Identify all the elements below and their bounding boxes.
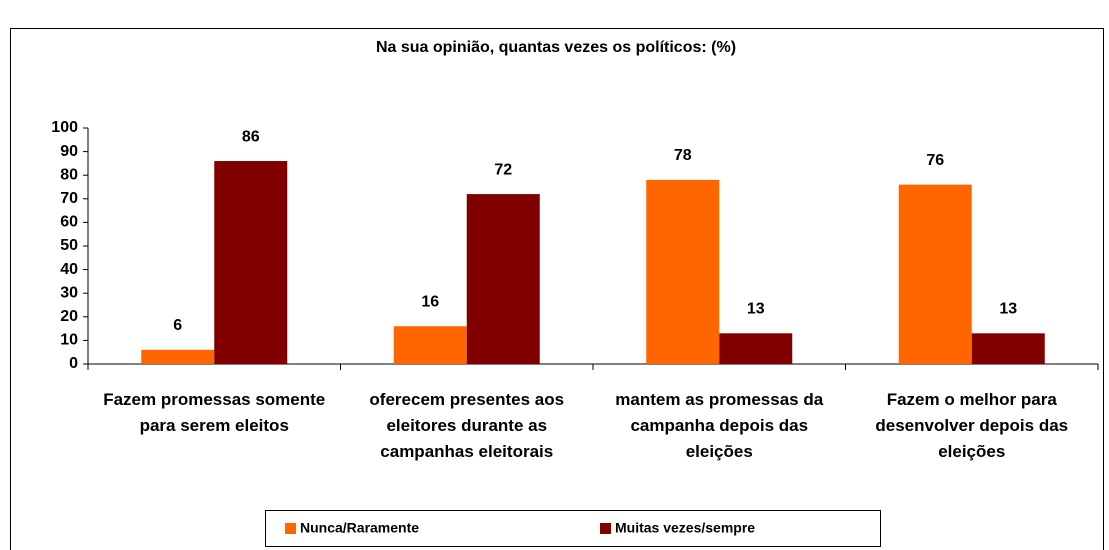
y-tick-label: 60 [60,214,78,231]
y-tick-label: 20 [60,308,78,325]
y-tick-label: 30 [60,284,78,301]
x-tick-label: Fazem promessas somente para serem eleit… [103,390,326,435]
y-tick-label: 80 [60,166,78,183]
data-label: 16 [421,293,439,310]
bar [141,349,215,364]
legend-label: Nunca/Raramente [300,520,419,536]
x-tick-label: Fazem o melhor para desenvolver depois d… [875,390,1069,461]
bar [971,333,1045,364]
chart-title: Na sua opinião, quantas vezes os polític… [376,39,736,56]
legend-swatch [600,523,611,534]
legend-box [265,510,881,547]
data-label: 76 [926,152,944,169]
data-label: 72 [494,161,512,178]
y-tick-label: 90 [60,143,78,160]
x-tick-label: oferecem presentes aos eleitores durante… [369,390,565,461]
data-label: 13 [999,301,1017,318]
bar [466,194,540,364]
y-tick-label: 50 [60,237,78,254]
legend-label: Muitas vezes/sempre [615,520,755,536]
y-tick-label: 40 [60,261,78,278]
bar [214,161,288,364]
y-tick-label: 10 [60,332,78,349]
x-tick-label: mantem as promessas da campanha depois d… [615,390,824,461]
y-tick-label: 70 [60,190,78,207]
legend-swatch [285,523,296,534]
bar [898,184,972,364]
data-label: 13 [747,301,765,318]
y-tick-label: 100 [51,119,78,136]
data-label: 78 [674,147,692,164]
data-label: 6 [173,317,182,334]
bar [646,179,720,364]
data-label: 86 [242,128,260,145]
bar [719,333,793,364]
bar [393,326,467,364]
y-tick-label: 0 [69,355,78,372]
